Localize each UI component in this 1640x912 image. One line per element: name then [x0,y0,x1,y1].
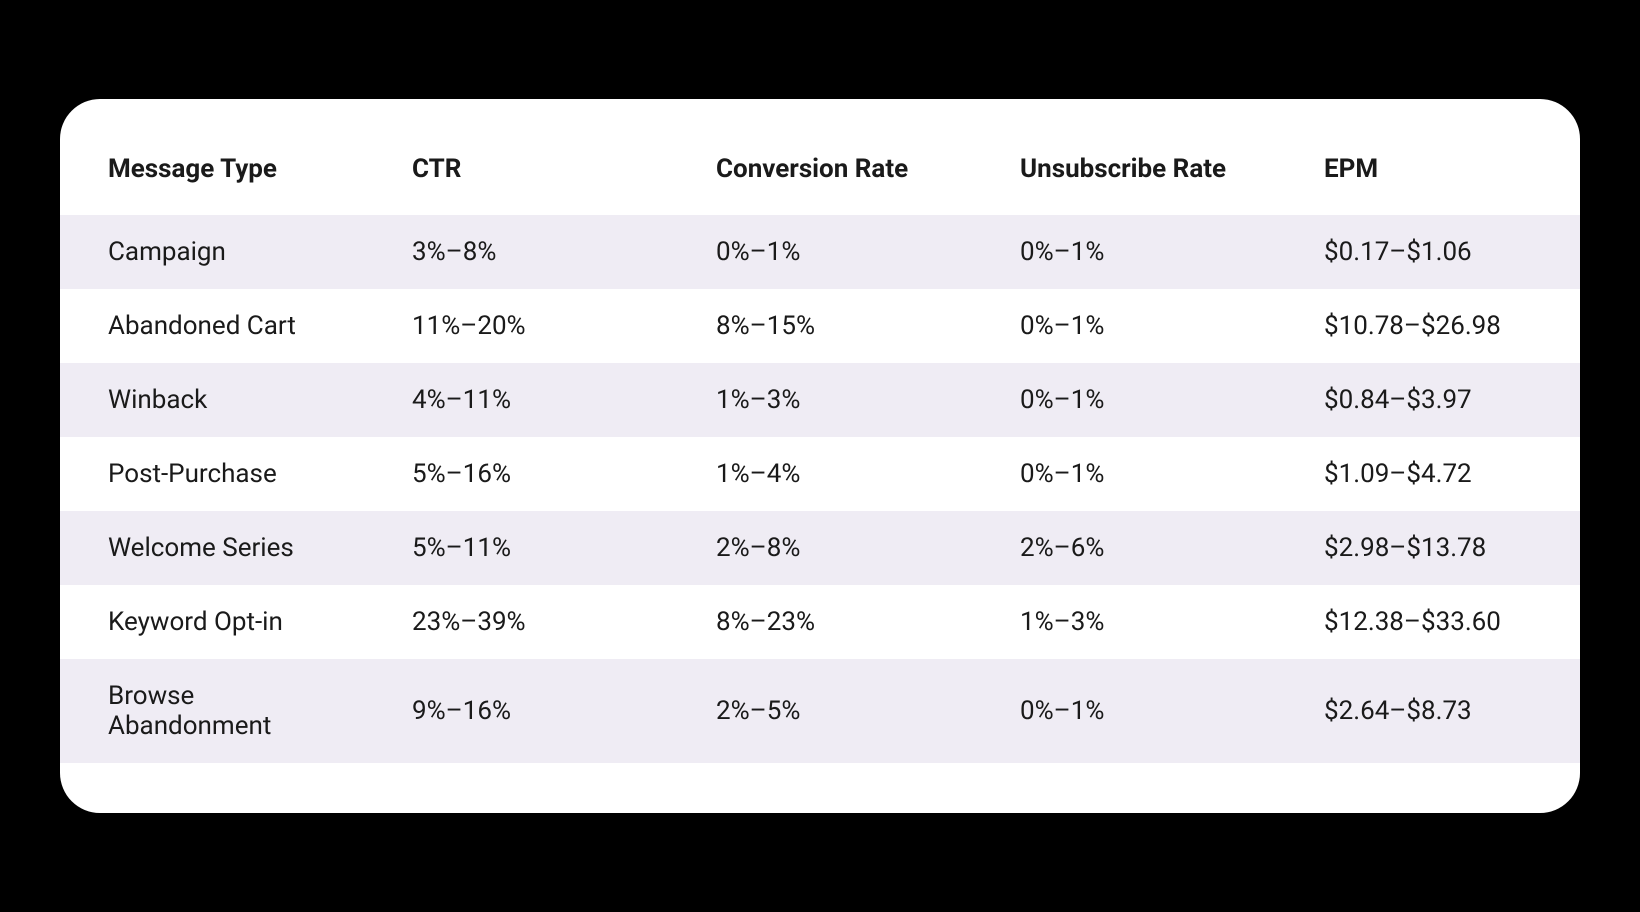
cell-message-type: Winback [60,363,364,437]
cell-epm: $12.38–$33.60 [1276,585,1580,659]
cell-epm: $1.09–$4.72 [1276,437,1580,511]
cell-ctr: 23%–39% [364,585,668,659]
table-row: Campaign 3%–8% 0%–1% 0%–1% $0.17–$1.06 [60,215,1580,289]
table-row: Post-Purchase 5%–16% 1%–4% 0%–1% $1.09–$… [60,437,1580,511]
cell-epm: $0.17–$1.06 [1276,215,1580,289]
metrics-table-card: Message Type CTR Conversion Rate Unsubsc… [60,99,1580,813]
metrics-table: Message Type CTR Conversion Rate Unsubsc… [60,139,1580,763]
cell-conversion-rate: 2%–5% [668,659,972,763]
cell-unsubscribe-rate: 2%–6% [972,511,1276,585]
table-row: Welcome Series 5%–11% 2%–8% 2%–6% $2.98–… [60,511,1580,585]
col-header-message-type: Message Type [60,139,364,215]
cell-ctr: 5%–16% [364,437,668,511]
cell-conversion-rate: 1%–3% [668,363,972,437]
cell-unsubscribe-rate: 0%–1% [972,363,1276,437]
col-header-conversion-rate: Conversion Rate [668,139,972,215]
cell-message-type: Welcome Series [60,511,364,585]
cell-unsubscribe-rate: 0%–1% [972,437,1276,511]
cell-message-type: Campaign [60,215,364,289]
cell-ctr: 5%–11% [364,511,668,585]
cell-ctr: 4%–11% [364,363,668,437]
cell-ctr: 11%–20% [364,289,668,363]
cell-ctr: 3%–8% [364,215,668,289]
cell-epm: $10.78–$26.98 [1276,289,1580,363]
col-header-epm: EPM [1276,139,1580,215]
cell-unsubscribe-rate: 1%–3% [972,585,1276,659]
cell-epm: $2.98–$13.78 [1276,511,1580,585]
cell-conversion-rate: 1%–4% [668,437,972,511]
cell-conversion-rate: 8%–15% [668,289,972,363]
cell-epm: $0.84–$3.97 [1276,363,1580,437]
table-row: Winback 4%–11% 1%–3% 0%–1% $0.84–$3.97 [60,363,1580,437]
cell-conversion-rate: 8%–23% [668,585,972,659]
cell-conversion-rate: 2%–8% [668,511,972,585]
cell-message-type: Post-Purchase [60,437,364,511]
cell-message-type: Keyword Opt-in [60,585,364,659]
table-row: Keyword Opt-in 23%–39% 8%–23% 1%–3% $12.… [60,585,1580,659]
cell-unsubscribe-rate: 0%–1% [972,659,1276,763]
cell-conversion-rate: 0%–1% [668,215,972,289]
table-header-row: Message Type CTR Conversion Rate Unsubsc… [60,139,1580,215]
cell-epm: $2.64–$8.73 [1276,659,1580,763]
cell-message-type: Abandoned Cart [60,289,364,363]
cell-message-type: Browse Abandonment [60,659,364,763]
cell-unsubscribe-rate: 0%–1% [972,289,1276,363]
col-header-ctr: CTR [364,139,668,215]
table-row: Abandoned Cart 11%–20% 8%–15% 0%–1% $10.… [60,289,1580,363]
table-row: Browse Abandonment 9%–16% 2%–5% 0%–1% $2… [60,659,1580,763]
cell-ctr: 9%–16% [364,659,668,763]
cell-unsubscribe-rate: 0%–1% [972,215,1276,289]
col-header-unsubscribe-rate: Unsubscribe Rate [972,139,1276,215]
